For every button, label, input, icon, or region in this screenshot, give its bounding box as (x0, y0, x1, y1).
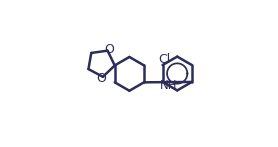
Text: O: O (96, 72, 106, 85)
Text: O: O (104, 43, 114, 56)
Text: Cl: Cl (158, 53, 170, 66)
Text: NH: NH (160, 79, 177, 92)
